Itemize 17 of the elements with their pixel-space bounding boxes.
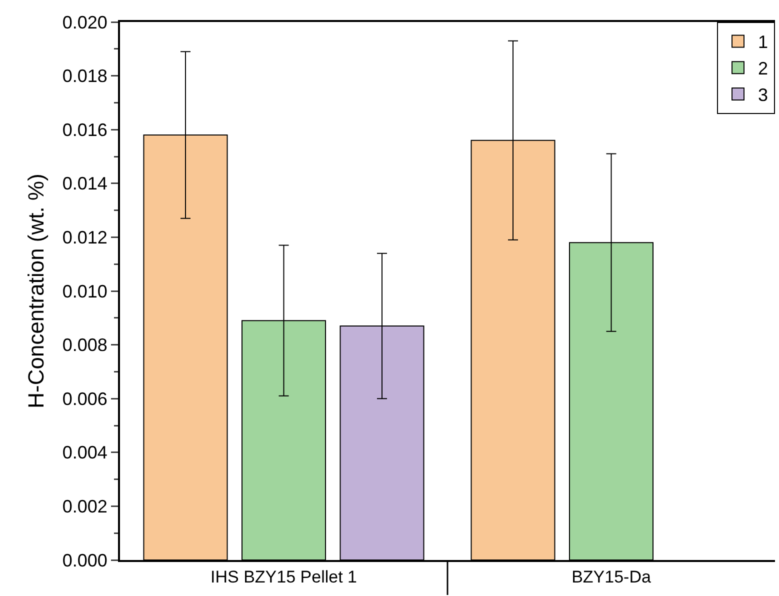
y-tick-label: 0.006	[62, 388, 108, 409]
y-tick-label: 0.016	[62, 120, 108, 140]
y-tick-label: 0.020	[62, 12, 108, 32]
y-axis-title: H-Concentration (wt. %)	[24, 174, 49, 408]
y-tick-label: 0.004	[62, 442, 108, 463]
legend-label: 2	[758, 58, 768, 79]
y-tick-label: 0.014	[62, 174, 108, 194]
legend-label: 1	[758, 32, 768, 52]
y-tick-label: 0.002	[62, 496, 108, 516]
y-tick-label: 0.000	[62, 550, 108, 570]
x-tick-label: IHS BZY15 Pellet 1	[210, 567, 357, 586]
legend-label: 3	[758, 85, 768, 106]
y-tick-label: 0.010	[62, 281, 108, 302]
y-tick-label: 0.012	[62, 228, 108, 248]
y-tick-label: 0.008	[62, 335, 108, 356]
x-tick-label: BZY15-Da	[572, 567, 652, 586]
y-tick-label: 0.018	[62, 66, 108, 86]
